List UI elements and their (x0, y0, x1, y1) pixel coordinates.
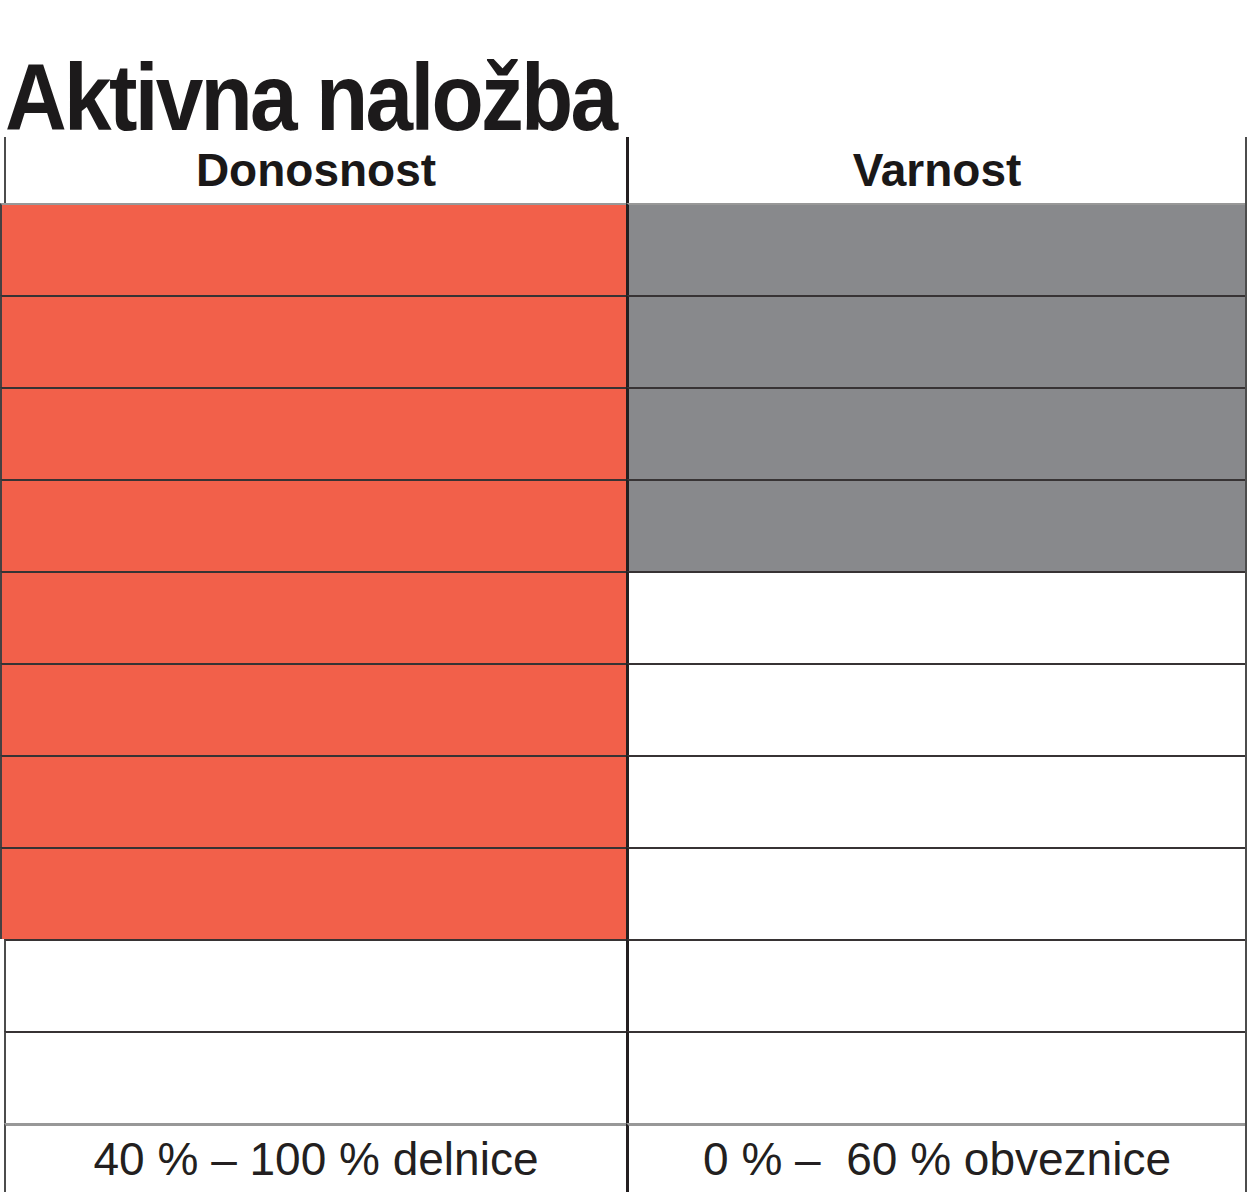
rating-row (4, 571, 1245, 663)
rating-row (4, 755, 1245, 847)
rating-cell-empty (626, 847, 1245, 939)
rating-cell-filled (0, 571, 626, 663)
rating-row (4, 295, 1245, 387)
rating-cell-filled (0, 387, 626, 479)
rating-cell-filled (0, 295, 626, 387)
rating-cell-empty (626, 1031, 1245, 1123)
footer-label-delnice: 40 % – 100 % delnice (4, 1123, 626, 1192)
footer-label-obveznice: 0 % – 60 % obveznice (626, 1123, 1245, 1192)
table-header-row: Donosnost Varnost (4, 137, 1245, 203)
rating-cell-filled (626, 295, 1245, 387)
rating-cell-empty (626, 939, 1245, 1031)
page-title: Aktivna naložba (5, 50, 615, 145)
rating-row (4, 479, 1245, 571)
ratings-grid (4, 203, 1245, 1123)
rating-cell-empty (626, 571, 1245, 663)
column-header-varnost: Varnost (626, 137, 1245, 203)
rating-row (4, 847, 1245, 939)
rating-cell-empty (626, 663, 1245, 755)
rating-cell-filled (626, 387, 1245, 479)
rating-row (4, 939, 1245, 1031)
rating-cell-filled (626, 203, 1245, 295)
rating-cell-filled (0, 479, 626, 571)
rating-row (4, 1031, 1245, 1123)
rating-cell-filled (0, 663, 626, 755)
rating-cell-empty (4, 939, 626, 1031)
rating-row (4, 387, 1245, 479)
ratings-table: Donosnost Varnost 40 % – 100 % delnice 0… (4, 137, 1247, 1192)
rating-cell-empty (626, 755, 1245, 847)
rating-cell-filled (0, 847, 626, 939)
rating-row (4, 203, 1245, 295)
column-header-donosnost: Donosnost (4, 137, 626, 203)
rating-cell-filled (0, 755, 626, 847)
rating-cell-empty (4, 1031, 626, 1123)
rating-cell-filled (626, 479, 1245, 571)
table-footer-row: 40 % – 100 % delnice 0 % – 60 % obveznic… (4, 1123, 1245, 1192)
rating-cell-filled (0, 203, 626, 295)
rating-row (4, 663, 1245, 755)
